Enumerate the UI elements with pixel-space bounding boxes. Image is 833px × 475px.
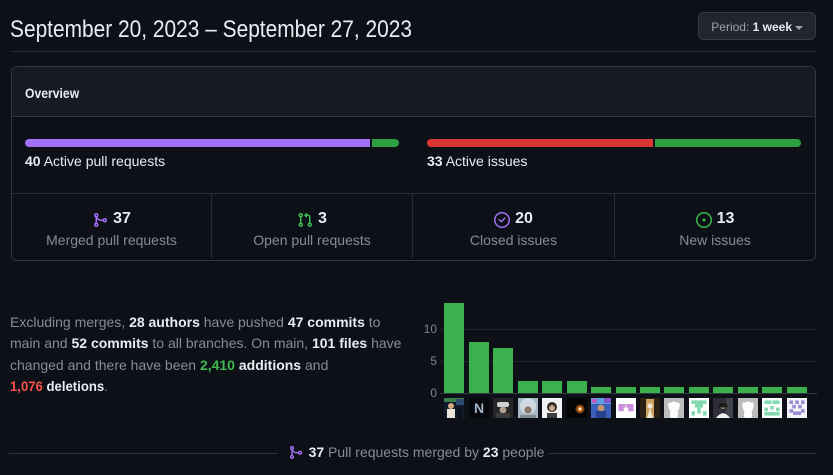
svg-text:N: N bbox=[474, 400, 484, 416]
